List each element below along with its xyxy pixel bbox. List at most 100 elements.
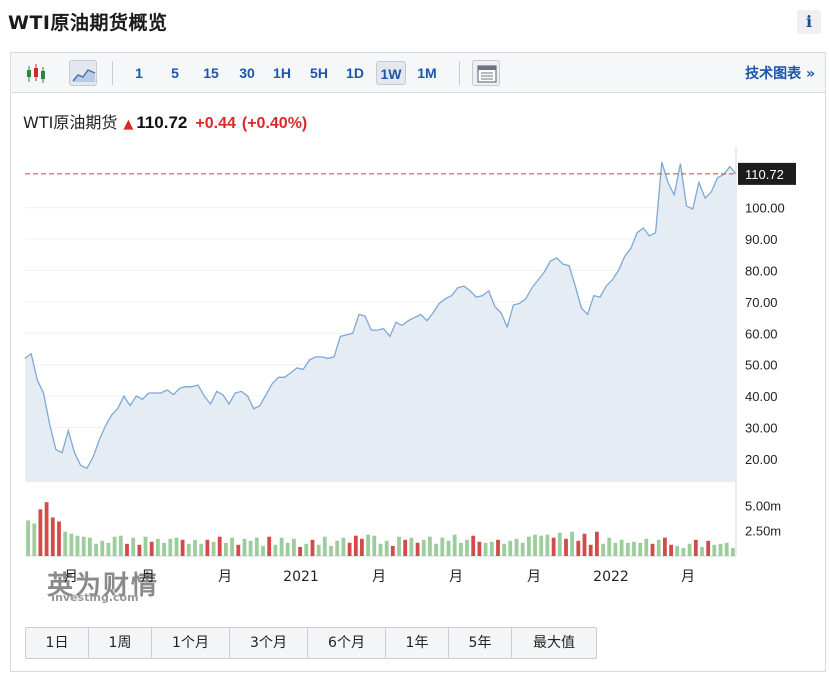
price-tick-label: 30.00 (745, 421, 778, 436)
volume-bar (669, 544, 673, 556)
price-tick-label: 80.00 (745, 263, 778, 278)
price-area (25, 162, 736, 481)
info-button[interactable]: i (797, 10, 821, 34)
volume-bar (378, 543, 383, 556)
volume-bar (75, 535, 80, 556)
volume-bar (261, 545, 265, 556)
volume-bar (285, 542, 290, 556)
volume-bar (527, 536, 531, 556)
volume-bar (81, 536, 86, 556)
volume-bar (50, 517, 55, 556)
volume-bar (26, 520, 30, 556)
volume-bar (63, 531, 68, 556)
volume-bar (248, 540, 253, 556)
last-price: 110.72 (136, 113, 188, 132)
volume-bar (663, 537, 667, 556)
volume-bar (279, 537, 284, 556)
volume-bar (409, 537, 414, 556)
volume-bar (125, 543, 129, 556)
range-3m[interactable]: 3个月 (230, 628, 308, 658)
volume-bar (94, 543, 98, 556)
volume-bar (718, 543, 723, 556)
volume-bar (341, 537, 346, 556)
volume-bar (595, 531, 599, 556)
range-max[interactable]: 最大值 (533, 635, 575, 651)
watermark-logo: 英为财情 Investing.com (47, 565, 160, 604)
volume-bar (489, 541, 494, 556)
price-change-percent: (+0.40%) (241, 115, 308, 132)
volume-bar (496, 539, 500, 556)
volume-bar (582, 533, 587, 556)
volume-bar (38, 509, 43, 556)
volume-bar (254, 537, 259, 556)
volume-bar (353, 535, 358, 556)
volume-bar (434, 543, 438, 556)
x-tick-label: 月 (527, 569, 541, 585)
volume-bar (415, 542, 420, 556)
range-6m[interactable]: 6个月 (308, 628, 386, 658)
volume-bar (100, 540, 105, 556)
volume-bar (440, 537, 445, 556)
x-tick-label: 月 (681, 569, 695, 585)
volume-bar (162, 542, 166, 556)
volume-bar (693, 539, 698, 556)
volume-bar (57, 521, 61, 556)
technical-chart-link[interactable]: 技术图表 » (745, 66, 815, 82)
interval-1h[interactable]: 1H (273, 65, 291, 81)
interval-1[interactable]: 1 (135, 65, 143, 81)
range-1m[interactable]: 1个月 (152, 628, 230, 658)
price-tick-label: 50.00 (745, 358, 778, 373)
volume-bar (292, 538, 296, 556)
up-arrow-icon: ▲ (123, 117, 134, 132)
volume-bar (539, 535, 544, 556)
interval-30[interactable]: 30 (239, 65, 255, 81)
last-price-badge (738, 162, 796, 185)
volume-bar (601, 543, 605, 556)
price-tick-label: 100.00 (745, 201, 785, 216)
volume-bar (143, 536, 148, 556)
interval-5[interactable]: 5 (171, 65, 179, 81)
range-1w[interactable]: 1周 (89, 628, 152, 658)
volume-bar (273, 544, 278, 556)
volume-bar (298, 546, 302, 556)
volume-bar (564, 538, 568, 556)
volume-bar (310, 539, 315, 556)
volume-bar (118, 535, 123, 556)
interval-5h[interactable]: 5H (310, 65, 328, 81)
watermark-en: Investing.com (51, 591, 139, 604)
candlestick-icon[interactable] (21, 60, 49, 86)
area-chart-icon[interactable] (69, 60, 97, 86)
volume-bar (656, 539, 661, 556)
instrument-name: WTI原油期货 (23, 113, 118, 132)
volume-bar (675, 545, 680, 556)
volume-bar (520, 542, 525, 556)
range-1y[interactable]: 1年 (386, 628, 449, 658)
volume-bar (397, 536, 401, 556)
range-1d[interactable]: 1日 (26, 628, 89, 658)
volume-bar (459, 542, 463, 556)
volume-bar (731, 547, 735, 556)
volume-bar (149, 541, 154, 556)
chart-panel: 1 5 15 30 1H 5H 1D 1W 1M 技术图表 » WTI (10, 52, 826, 672)
volume-bar (724, 542, 729, 556)
interval-1w[interactable]: 1W (376, 61, 406, 85)
interval-15[interactable]: 15 (203, 65, 219, 81)
volume-tick-label: 5.00m (745, 498, 781, 513)
volume-bar (366, 534, 370, 556)
volume-bar (44, 502, 49, 556)
volume-bar (236, 544, 241, 556)
price-volume-chart[interactable]: 20.00 30.00 40.00 50.00 60.00 70.00 80.00 90.00… (11, 53, 825, 623)
table-view-icon[interactable] (472, 60, 500, 86)
range-5y[interactable]: 5年 (449, 628, 512, 658)
watermark-cn: 英为财情 (47, 571, 160, 601)
x-tick-label: 月 (449, 569, 463, 585)
interval-1d[interactable]: 1D (346, 65, 364, 81)
volume-bar (242, 538, 247, 556)
volume-bar (205, 539, 210, 556)
volume-bar (180, 539, 185, 556)
interval-1m[interactable]: 1M (417, 65, 437, 81)
price-line (24, 161, 737, 470)
volume-bar (372, 535, 377, 556)
volume-bar (477, 541, 482, 556)
